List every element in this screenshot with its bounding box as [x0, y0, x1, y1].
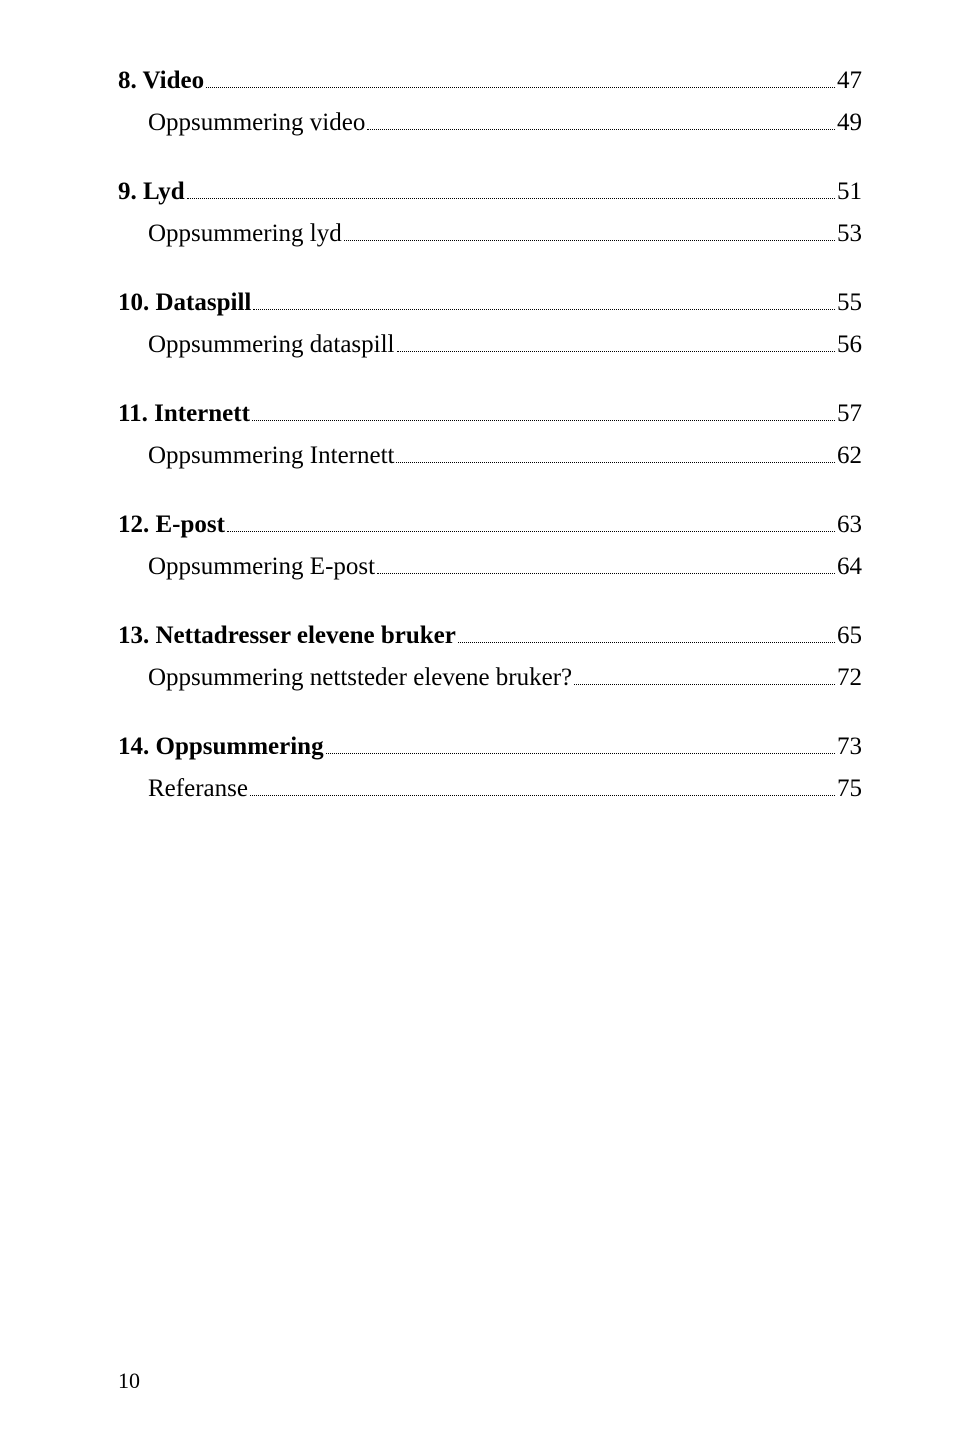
toc-heading-page: 63: [837, 506, 862, 544]
toc-sub-page: 53: [837, 215, 862, 253]
page-number: 10: [118, 1368, 140, 1394]
toc-sub-page: 56: [837, 326, 862, 364]
toc-leader: [252, 420, 835, 421]
toc-sub-label: Oppsummering dataspill: [118, 326, 395, 364]
toc-sub-label: Oppsummering video: [118, 104, 365, 142]
toc-sub-entry: Oppsummering nettsteder elevene bruker? …: [118, 659, 862, 697]
toc-leader: [187, 198, 835, 199]
toc-leader: [206, 87, 835, 88]
toc-sub-page: 75: [837, 770, 862, 808]
toc-heading: 9. Lyd 51: [118, 173, 862, 211]
toc-heading-label: 11. Internett: [118, 395, 250, 433]
toc: 8. Video 47 Oppsummering video 49 9. Lyd…: [118, 62, 862, 807]
toc-sub-entry: Oppsummering video 49: [118, 104, 862, 142]
toc-sub-entry: Oppsummering dataspill 56: [118, 326, 862, 364]
toc-heading-label: 14. Oppsummering: [118, 728, 324, 766]
group-gap: [118, 256, 862, 284]
toc-heading: 14. Oppsummering 73: [118, 728, 862, 766]
toc-sub-label: Oppsummering nettsteder elevene bruker?: [118, 659, 572, 697]
group-gap: [118, 700, 862, 728]
toc-heading-page: 51: [837, 173, 862, 211]
toc-heading: 8. Video 47: [118, 62, 862, 100]
toc-heading: 13. Nettadresser elevene bruker 65: [118, 617, 862, 655]
page: 8. Video 47 Oppsummering video 49 9. Lyd…: [0, 0, 960, 1454]
toc-heading-page: 73: [837, 728, 862, 766]
toc-sub-label: Oppsummering E-post: [118, 548, 375, 586]
toc-heading-page: 55: [837, 284, 862, 322]
toc-heading-page: 57: [837, 395, 862, 433]
group-gap: [118, 478, 862, 506]
toc-heading-label: 8. Video: [118, 62, 204, 100]
toc-heading: 10. Dataspill 55: [118, 284, 862, 322]
toc-heading-page: 47: [837, 62, 862, 100]
toc-leader: [326, 753, 835, 754]
toc-heading-label: 12. E-post: [118, 506, 225, 544]
group-gap: [118, 589, 862, 617]
toc-heading-label: 9. Lyd: [118, 173, 185, 211]
toc-sub-page: 72: [837, 659, 862, 697]
toc-sub-page: 62: [837, 437, 862, 475]
toc-sub-label: Oppsummering lyd: [118, 215, 342, 253]
toc-leader: [344, 240, 835, 241]
toc-heading-label: 13. Nettadresser elevene bruker: [118, 617, 456, 655]
toc-sub-entry: Referanse 75: [118, 770, 862, 808]
toc-heading: 12. E-post 63: [118, 506, 862, 544]
toc-sub-entry: Oppsummering Internett 62: [118, 437, 862, 475]
group-gap: [118, 367, 862, 395]
group-gap: [118, 145, 862, 173]
toc-sub-page: 49: [837, 104, 862, 142]
toc-heading-page: 65: [837, 617, 862, 655]
toc-sub-page: 64: [837, 548, 862, 586]
toc-leader: [367, 129, 835, 130]
toc-leader: [250, 795, 835, 796]
toc-leader: [377, 573, 835, 574]
toc-leader: [396, 462, 835, 463]
toc-leader: [458, 642, 835, 643]
toc-leader: [574, 684, 835, 685]
toc-sub-entry: Oppsummering lyd 53: [118, 215, 862, 253]
toc-leader: [253, 309, 835, 310]
toc-heading: 11. Internett 57: [118, 395, 862, 433]
toc-sub-label: Oppsummering Internett: [118, 437, 394, 475]
toc-sub-label: Referanse: [118, 770, 248, 808]
toc-leader: [397, 351, 836, 352]
toc-heading-label: 10. Dataspill: [118, 284, 251, 322]
toc-leader: [227, 531, 835, 532]
toc-sub-entry: Oppsummering E-post 64: [118, 548, 862, 586]
